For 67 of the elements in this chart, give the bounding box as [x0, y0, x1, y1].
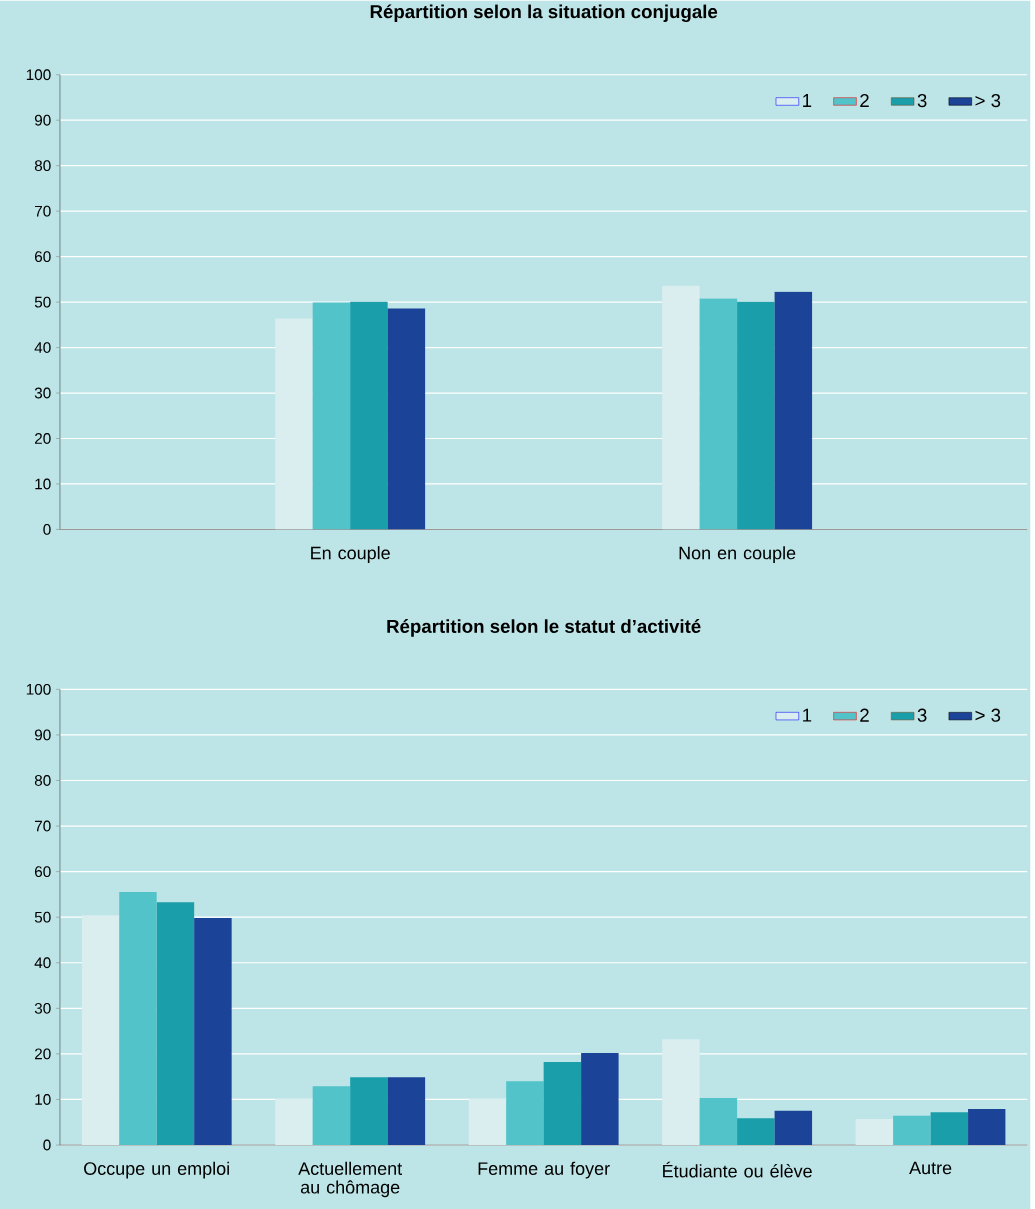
bar: [855, 1119, 894, 1146]
y-tick-label: 40: [34, 342, 51, 353]
bar: [156, 902, 195, 1146]
chart-title: Répartition selon la situation conjugale: [370, 4, 718, 23]
legend-label: > 3: [975, 708, 1001, 722]
bar: [662, 285, 700, 530]
bar: [275, 318, 313, 530]
y-tick-label: 50: [34, 911, 51, 923]
bar: [662, 1039, 700, 1146]
bar: [119, 892, 157, 1146]
y-tick-label: 20: [35, 1048, 51, 1060]
bar: [468, 1099, 507, 1146]
y-tick-label: 90: [34, 114, 51, 126]
x-tick-label: Occupe un emploi: [84, 1161, 229, 1179]
legend-label: 3: [917, 93, 927, 108]
x-tick-label: En couple: [311, 546, 390, 563]
bar: [312, 1086, 351, 1146]
y-tick-label: 10: [35, 478, 51, 490]
legend-label: 1: [803, 94, 812, 107]
y-tick-label: 100: [26, 683, 51, 695]
bar: [930, 1112, 969, 1146]
bar: [387, 308, 426, 530]
legend-label: 2: [860, 708, 869, 722]
chart-title: Répartition selon le statut d’activité: [387, 619, 701, 637]
bar: [774, 291, 813, 530]
bar: [774, 1110, 813, 1146]
y-tick-label: 60: [35, 251, 51, 263]
legend-label: > 3: [975, 93, 1001, 108]
bar: [893, 1115, 931, 1146]
bar: [194, 918, 232, 1146]
y-tick-label: 0: [43, 1139, 51, 1151]
y-tick-label: 70: [35, 205, 51, 217]
x-tick-label: Actuellement au chômage: [298, 1161, 403, 1198]
y-tick-label: 30: [34, 387, 51, 399]
bar: [699, 298, 738, 530]
bar: [312, 302, 351, 530]
bar: [350, 1077, 388, 1146]
y-tick-label: 60: [35, 866, 51, 878]
y-tick-label: 30: [34, 1002, 51, 1014]
bar: [699, 1098, 738, 1146]
bar: [968, 1109, 1006, 1146]
y-tick-label: 70: [35, 820, 51, 832]
legend-label: 2: [860, 93, 869, 107]
y-tick-label: 80: [34, 160, 51, 172]
x-tick-label: Étudiante ou élève: [663, 1161, 812, 1178]
y-tick-label: 40: [34, 957, 51, 969]
bar: [275, 1099, 313, 1146]
bar: [581, 1052, 619, 1146]
bar: [350, 301, 388, 530]
x-tick-label: Femme au foyer: [478, 1161, 610, 1179]
bar: [737, 1118, 775, 1146]
y-tick-label: 90: [34, 729, 51, 741]
bar: [543, 1062, 582, 1146]
x-tick-label: Non en couple: [679, 546, 796, 563]
y-tick-label: 100: [26, 69, 51, 81]
bar: [81, 915, 120, 1146]
x-tick-label: Autre: [909, 1161, 952, 1175]
y-tick-label: 20: [35, 433, 51, 444]
bar: [737, 301, 775, 530]
legend-label: 3: [917, 708, 927, 722]
y-tick-label: 50: [34, 296, 51, 308]
y-tick-label: 80: [34, 775, 51, 786]
y-tick-label: 0: [43, 524, 51, 535]
bar: [387, 1077, 426, 1146]
legend-label: 1: [803, 708, 812, 722]
y-tick-label: 10: [35, 1094, 51, 1105]
bar: [506, 1081, 544, 1146]
